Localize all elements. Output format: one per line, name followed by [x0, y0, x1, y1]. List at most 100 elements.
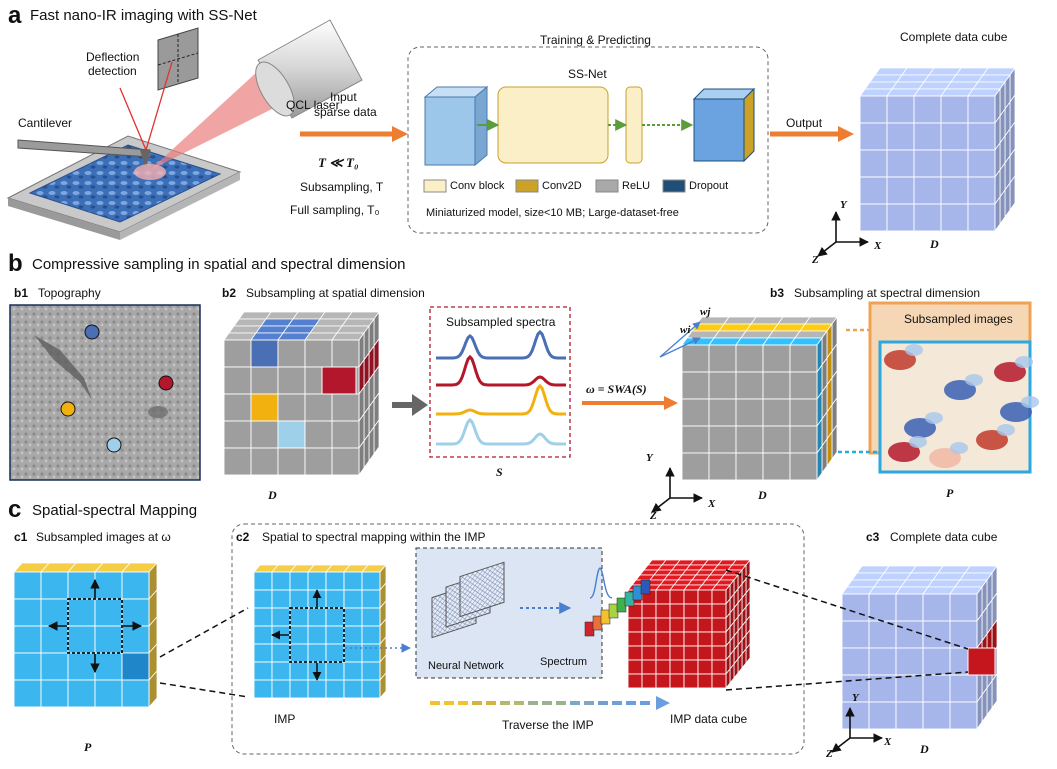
cube-top-face	[767, 330, 801, 339]
cube-front-face	[361, 625, 381, 645]
cube-front-face	[277, 366, 306, 395]
ssnet-box	[407, 46, 769, 234]
cube-top-face	[277, 332, 311, 341]
cube-front-face	[669, 631, 685, 647]
cube-front-face	[762, 344, 791, 373]
cube-front-face	[307, 625, 327, 645]
cube-front-face	[681, 344, 710, 373]
ssnet-conv-block	[497, 86, 609, 164]
cube-front-face	[250, 393, 279, 422]
heatmap-blob	[944, 380, 976, 400]
cube-front-face	[641, 617, 657, 633]
cube-top-face	[319, 311, 353, 320]
cube-front-face	[711, 673, 727, 689]
cube-front-face	[361, 679, 381, 699]
axis-y-a: Y	[840, 199, 847, 211]
cube-top-face	[864, 81, 898, 90]
cube-front-face	[711, 631, 727, 647]
cube-front-face	[343, 625, 363, 645]
cube-front-face	[343, 661, 363, 681]
cube-top-face	[341, 318, 375, 327]
cube-front-face	[289, 643, 309, 663]
cube-top-face	[846, 579, 880, 588]
cube-front-face	[289, 607, 309, 627]
cube-front-face	[343, 571, 363, 591]
c1-p-label: P	[84, 740, 92, 754]
cube-front-face	[655, 673, 671, 689]
qcl-laser	[134, 19, 363, 180]
subsampled-spectra-plot	[436, 329, 566, 446]
cube-top-face	[959, 572, 993, 581]
cube-front-face	[708, 425, 737, 454]
cube-top-face	[964, 565, 998, 574]
cube-front-face	[253, 607, 273, 627]
cube-front-face	[669, 645, 685, 661]
cube-front-face	[40, 679, 69, 708]
cube-front-face	[913, 149, 942, 178]
cube-top-face	[713, 330, 747, 339]
cube-front-face	[325, 625, 345, 645]
panel-a-title: Fast nano-IR imaging with SS-Net	[30, 7, 257, 24]
cube-imp	[253, 563, 387, 700]
cube-front-face	[361, 571, 381, 591]
cube-front-face	[669, 673, 685, 689]
cube-front-face	[277, 339, 306, 368]
ssnet-input-block	[424, 96, 476, 166]
cube-front-face	[289, 571, 309, 591]
heatmap-blob	[929, 448, 961, 468]
cube-top-face	[772, 323, 806, 332]
cube-front-face	[277, 420, 306, 449]
cube-front-face	[361, 589, 381, 609]
panel-b-title: Compressive sampling in spatial and spec…	[32, 256, 406, 273]
cube-spatial-subsampling	[223, 310, 380, 477]
axis-z-b: Z	[650, 510, 657, 522]
cube-top-face	[982, 67, 1016, 76]
axes-triad-b	[651, 467, 703, 513]
cube-top-face	[745, 323, 779, 332]
heatmap-blob	[904, 418, 936, 438]
cube-front-face	[708, 344, 737, 373]
cube-front-face	[13, 652, 42, 681]
cube-front-face	[67, 571, 96, 600]
cube-front-face	[325, 661, 345, 681]
cube-highlight-red-c3	[967, 647, 996, 676]
cube-front-face	[331, 447, 360, 476]
cube-front-face	[940, 95, 969, 124]
cube-front-face	[841, 620, 870, 649]
cube-front-face	[307, 643, 327, 663]
cube-top-face	[910, 565, 944, 574]
cube-front-face	[325, 643, 345, 663]
legend-swatch-dropout	[662, 179, 686, 193]
panel-a-letter: a	[8, 2, 22, 29]
cube-front-face	[697, 631, 713, 647]
cube-top-face	[927, 579, 961, 588]
cube-front-face	[711, 589, 727, 605]
cube-top-face	[922, 586, 956, 595]
cube-front-face	[325, 571, 345, 591]
cube-front-face	[271, 607, 291, 627]
cube-front-face	[250, 420, 279, 449]
model-note: Miniaturized model, size<10 MB; Large-da…	[426, 207, 679, 219]
cube-top-face	[282, 325, 316, 334]
cube-top-face	[314, 318, 348, 327]
heatmap-blob	[888, 442, 920, 462]
cube-front-face	[922, 620, 951, 649]
cube-top-face	[923, 74, 957, 83]
cube-top-face	[804, 316, 838, 325]
cube-top-face	[901, 67, 935, 76]
cube-top-face	[856, 565, 890, 574]
cantilever-label: Cantilever	[18, 116, 73, 130]
b2-title: Subsampling at spatial dimension	[246, 286, 425, 300]
b3-title: Subsampling at spectral dimension	[794, 286, 981, 300]
c1-title: Subsampled images at ω	[36, 530, 171, 544]
c3-label: c3	[866, 530, 880, 544]
probe-point-yellow	[60, 401, 76, 417]
cube-front-face	[627, 659, 643, 675]
cube-front-face	[325, 679, 345, 699]
deflection-label-2: detection	[88, 64, 137, 78]
cube-front-face	[841, 593, 870, 622]
subsampling-label: Subsampling, T	[300, 180, 384, 194]
cube-front-face	[669, 603, 685, 619]
nn-layers	[431, 561, 505, 639]
cantilever	[17, 139, 151, 170]
